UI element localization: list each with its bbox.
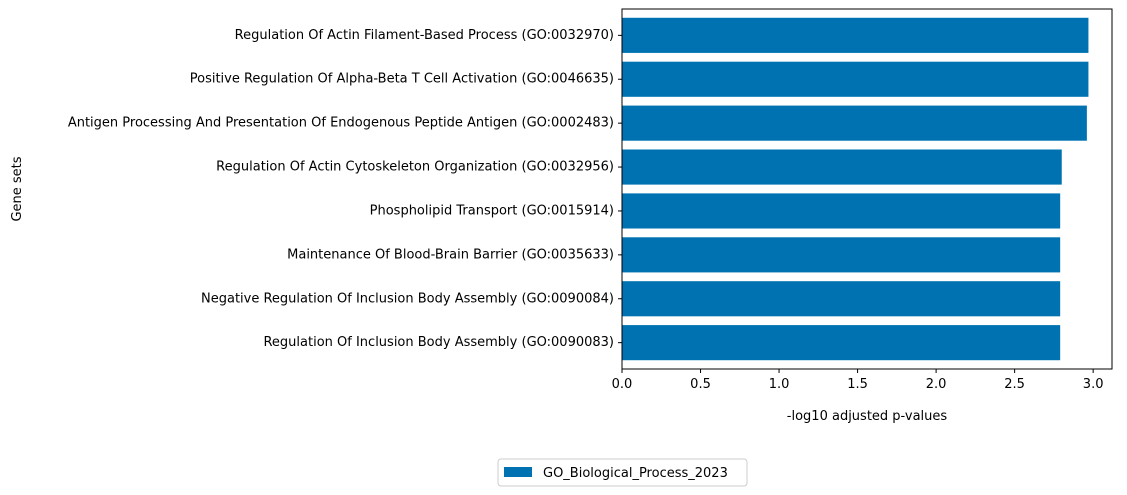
y-tick-label: Negative Regulation Of Inclusion Body As… — [201, 291, 614, 306]
y-tick-label: Maintenance Of Blood-Brain Barrier (GO:0… — [287, 247, 614, 262]
bar — [622, 149, 1062, 185]
x-tick-label: 2.5 — [1004, 377, 1025, 392]
y-tick-label: Regulation Of Inclusion Body Assembly (G… — [263, 335, 614, 350]
y-tick-label: Antigen Processing And Presentation Of E… — [68, 116, 614, 131]
legend-box — [497, 458, 748, 487]
legend-swatch — [504, 467, 532, 477]
legend: GO_Biological_Process_2023 — [497, 458, 748, 487]
y-axis-label: Gene sets — [10, 156, 25, 221]
bar — [622, 193, 1061, 229]
y-tick-label: Positive Regulation Of Alpha-Beta T Cell… — [190, 72, 614, 87]
y-axis: Regulation Of Actin Filament-Based Proce… — [68, 28, 622, 350]
y-tick-label: Phospholipid Transport (GO:0015914) — [370, 203, 614, 218]
legend-label: GO_Biological_Process_2023 — [543, 466, 728, 481]
plot-frame — [621, 8, 1113, 370]
x-tick-label: 3.0 — [1083, 377, 1104, 392]
bars-layer — [622, 17, 1089, 361]
bar — [622, 105, 1087, 141]
y-tick-label: Regulation Of Actin Cytoskeleton Organiz… — [216, 160, 614, 175]
bar — [622, 237, 1061, 273]
x-tick-label: 1.0 — [769, 377, 790, 392]
x-tick-label: 0.5 — [690, 377, 711, 392]
x-tick-label: 2.0 — [926, 377, 947, 392]
x-axis: 0.0 0.5 1.0 1.5 2.0 2.5 3.0 — [612, 369, 1104, 392]
x-tick-label: 0.0 — [612, 377, 633, 392]
bar — [622, 281, 1061, 317]
x-tick-label: 1.5 — [847, 377, 868, 392]
bar — [622, 61, 1089, 97]
bar — [622, 325, 1061, 361]
x-axis-label: -log10 adjusted p-values — [787, 409, 948, 424]
bar — [622, 17, 1089, 53]
y-tick-label: Regulation Of Actin Filament-Based Proce… — [235, 28, 614, 43]
